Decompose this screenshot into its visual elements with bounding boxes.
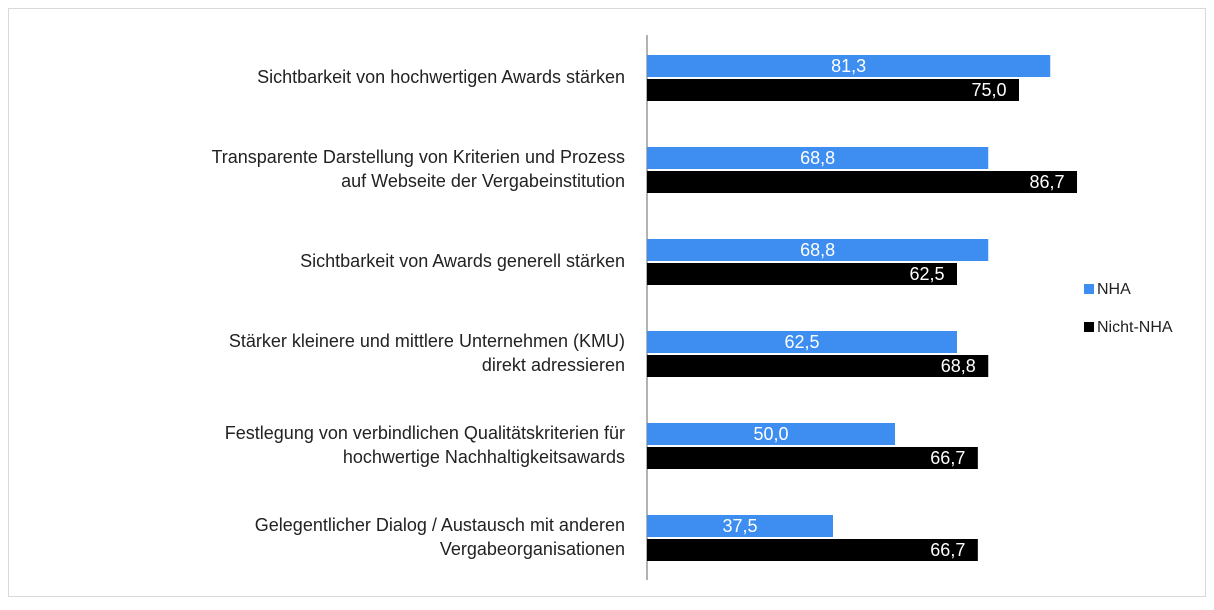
value-label: 66,7 [930, 448, 965, 468]
bar [647, 239, 989, 261]
legend-swatch [1084, 322, 1094, 332]
category-label: Transparente Darstellung von Kriterien u… [211, 147, 625, 191]
value-label: 37,5 [722, 516, 757, 536]
legend-label: Nicht-NHA [1097, 319, 1173, 336]
bar [647, 79, 1019, 101]
bar [647, 355, 989, 377]
bar [647, 447, 978, 469]
value-label: 75,0 [971, 80, 1006, 100]
bar [647, 171, 1078, 193]
category-label: Gelegentlicher Dialog / Austausch mit an… [255, 515, 625, 559]
bar [647, 515, 833, 537]
bar [647, 263, 957, 285]
value-label: 86,7 [1030, 172, 1065, 192]
category-line: auf Webseite der Vergabeinstitution [341, 171, 625, 191]
category-line: Sichtbarkeit von hochwertigen Awards stä… [257, 67, 625, 87]
value-label: 50,0 [753, 424, 788, 444]
category-line: Gelegentlicher Dialog / Austausch mit an… [255, 515, 625, 535]
bar [647, 423, 895, 445]
bar [647, 539, 978, 561]
value-label: 66,7 [930, 540, 965, 560]
value-label: 68,8 [941, 356, 976, 376]
category-label: Sichtbarkeit von hochwertigen Awards stä… [257, 67, 625, 87]
category-label: Festlegung von verbindlichen Qualitätskr… [225, 423, 625, 467]
value-label: 68,8 [800, 240, 835, 260]
chart-frame [8, 8, 1206, 597]
bar [647, 147, 989, 169]
value-label: 62,5 [784, 332, 819, 352]
bar [647, 55, 1051, 77]
legend-swatch [1084, 284, 1094, 294]
category-line: direkt adressieren [482, 355, 625, 375]
category-line: Stärker kleinere und mittlere Unternehme… [229, 331, 625, 351]
category-label: Stärker kleinere und mittlere Unternehme… [229, 331, 625, 375]
value-label: 62,5 [909, 264, 944, 284]
category-label: Sichtbarkeit von Awards generell stärken [300, 251, 625, 271]
bar [647, 331, 957, 353]
value-label: 68,8 [800, 148, 835, 168]
category-line: hochwertige Nachhaltigkeitsawards [343, 447, 625, 467]
category-line: Transparente Darstellung von Kriterien u… [211, 147, 625, 167]
category-line: Vergabeorganisationen [440, 539, 625, 559]
value-label: 81,3 [831, 56, 866, 76]
legend-label: NHA [1097, 281, 1131, 298]
category-line: Sichtbarkeit von Awards generell stärken [300, 251, 625, 271]
category-line: Festlegung von verbindlichen Qualitätskr… [225, 423, 625, 443]
